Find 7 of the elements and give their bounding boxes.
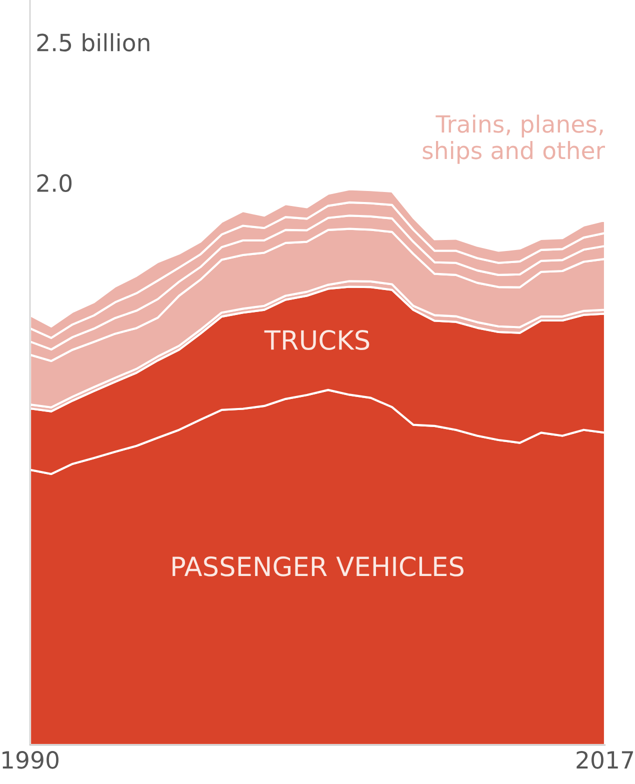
series-label: PASSENGER VEHICLES xyxy=(172,556,464,576)
series-label: Trains, planes, ships and other xyxy=(422,114,606,164)
series-label: TRUCKS xyxy=(264,330,370,350)
x-tick-label: 1990 xyxy=(2,750,58,769)
x-tick-label: 2017 xyxy=(576,750,634,769)
y-tick-label: 2.0 xyxy=(37,174,72,192)
y-tick-label: 2.5 billion xyxy=(37,33,150,52)
